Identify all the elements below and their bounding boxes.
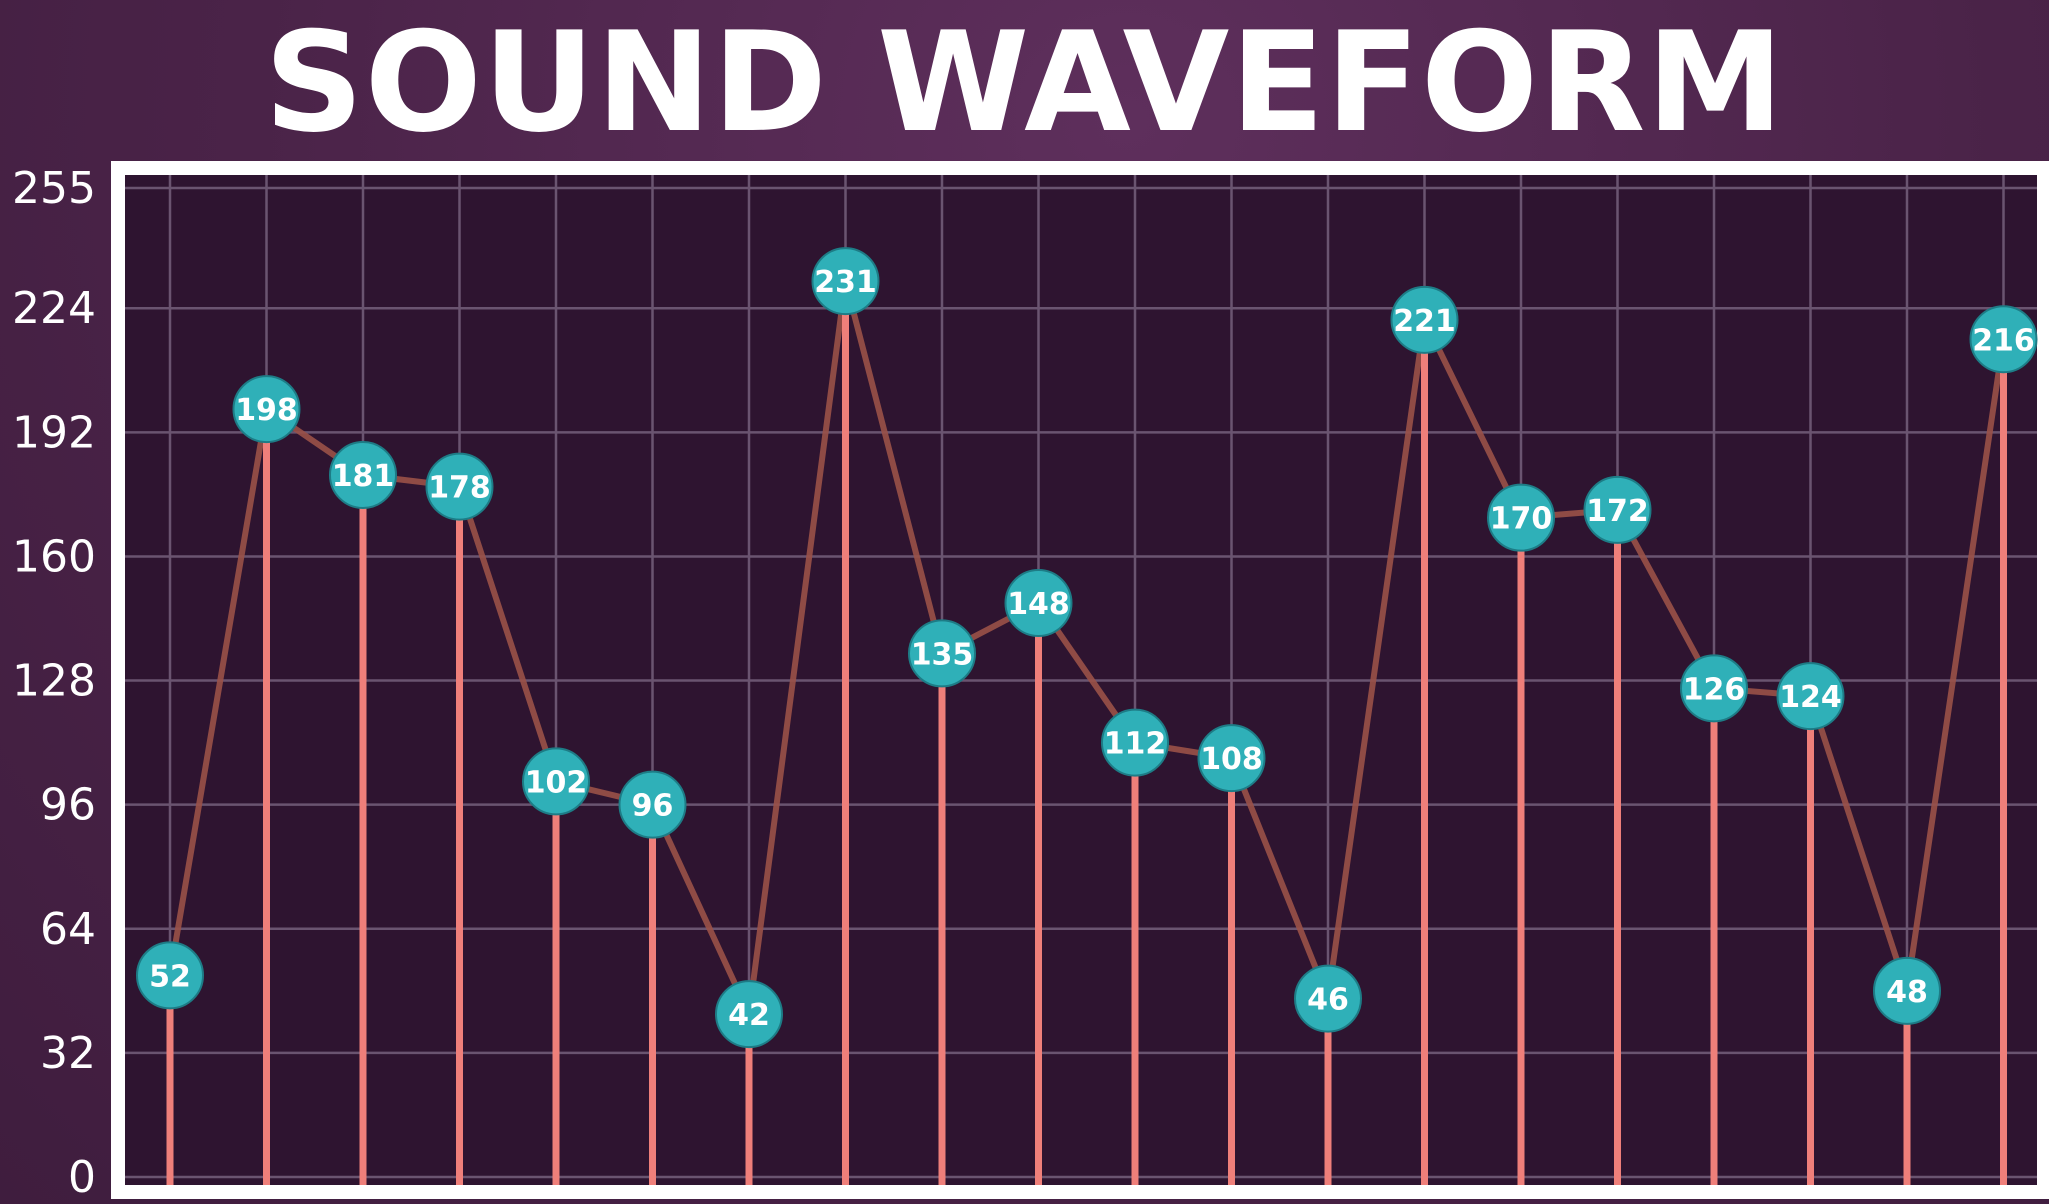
sample-value-label: 42 <box>728 998 770 1033</box>
sample-value-label: 96 <box>632 789 674 824</box>
sample-marker <box>1583 475 1652 544</box>
sample-marker <box>329 441 397 510</box>
sample-value-label: 181 <box>332 459 395 494</box>
sample-value-label: 221 <box>1393 304 1456 339</box>
sample-marker <box>618 770 687 839</box>
sample-marker <box>1680 654 1748 723</box>
sample-marker <box>136 941 204 1010</box>
sample-marker <box>1776 662 1845 731</box>
sample-value-label: 148 <box>1007 587 1070 622</box>
sample-marker <box>1873 956 1941 1025</box>
sample-value-label: 172 <box>1586 494 1649 529</box>
y-tick-label: 0 <box>68 1152 96 1203</box>
sample-value-label: 231 <box>814 265 877 300</box>
sample-marker <box>1487 483 1555 552</box>
sample-value-label: 48 <box>1886 975 1928 1010</box>
sample-marker <box>522 747 590 816</box>
sample-marker <box>811 247 880 316</box>
sample-marker <box>1197 724 1266 793</box>
sample-value-label: 46 <box>1307 983 1349 1018</box>
sample-marker <box>1004 568 1073 637</box>
y-tick-label: 32 <box>40 1028 96 1079</box>
sample-value-label: 198 <box>235 393 298 428</box>
sample-value-label: 108 <box>1200 742 1263 777</box>
sample-value-label: 112 <box>1104 727 1167 762</box>
y-tick-label: 96 <box>40 780 96 831</box>
sample-marker <box>1390 285 1459 354</box>
sample-marker <box>1969 305 2038 374</box>
y-tick-label: 255 <box>12 163 96 214</box>
sample-marker <box>908 619 976 688</box>
sample-marker <box>715 980 783 1049</box>
sample-value-label: 124 <box>1779 680 1842 715</box>
sample-value-label: 135 <box>911 637 974 672</box>
sample-value-label: 216 <box>1972 323 2035 358</box>
chart-title: SOUND WAVEFORM <box>264 2 1785 163</box>
sample-value-label: 178 <box>428 471 491 506</box>
y-tick-label: 64 <box>40 904 96 955</box>
sample-value-label: 52 <box>149 959 191 994</box>
sample-marker <box>425 452 494 521</box>
sample-marker <box>232 375 301 444</box>
sample-value-label: 126 <box>1683 672 1746 707</box>
sample-value-label: 102 <box>525 765 588 800</box>
y-tick-label: 128 <box>12 656 96 707</box>
sample-marker <box>1101 708 1169 777</box>
y-tick-label: 192 <box>12 407 96 458</box>
sample-value-label: 170 <box>1490 502 1553 537</box>
sample-marker <box>1294 964 1362 1033</box>
y-tick-label: 224 <box>12 283 96 334</box>
y-tick-label: 160 <box>12 531 96 582</box>
